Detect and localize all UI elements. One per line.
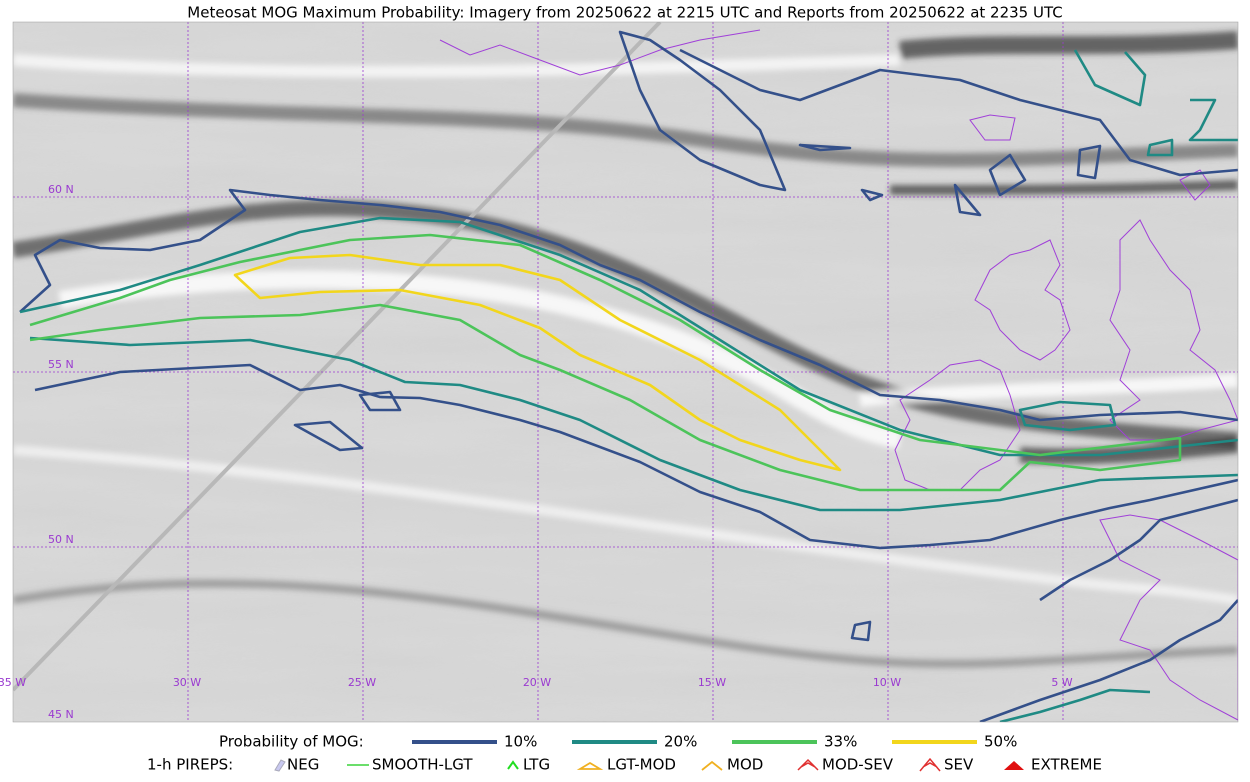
pirep-label: EXTREME — [1031, 756, 1102, 774]
legend-title: 1-h PIREPS: — [147, 756, 233, 774]
map — [13, 22, 1238, 722]
pirep-label: SEV — [944, 756, 974, 774]
legend: Probability of MOG: 10% 20% 33% 50% 1-h PIR… — [147, 733, 1102, 774]
contour — [999, 688, 1151, 722]
contour — [618, 30, 1238, 192]
pirep-label: MOD — [727, 756, 763, 774]
legend-title: Probability of MOG: — [219, 733, 364, 751]
lon-label: 35 W — [0, 676, 26, 689]
pirep-label: SMOOTH-LGT — [372, 756, 473, 774]
lon-label: 25 W — [348, 676, 376, 689]
lon-label: 10 W — [873, 676, 901, 689]
pirep-symbols — [274, 757, 1024, 772]
pirep-label: LTG — [523, 756, 550, 774]
contour — [293, 143, 1102, 642]
lon-label: 30 W — [173, 676, 201, 689]
legend-label: 33% — [824, 733, 857, 751]
lon-label: 20 W — [523, 676, 551, 689]
lat-label: 45 N — [48, 708, 74, 721]
contour — [979, 498, 1238, 722]
legend-label: 10% — [504, 733, 537, 751]
pirep-label: NEG — [287, 756, 319, 774]
contour — [29, 233, 1182, 492]
contour — [19, 216, 1238, 512]
contour — [233, 253, 842, 472]
lat-label: 50 N — [48, 533, 74, 546]
contour — [19, 188, 1238, 550]
title: Meteosat MOG Maximum Probability: Imager… — [187, 4, 1062, 22]
legend-label: 20% — [664, 733, 697, 751]
cloud-streaks — [13, 31, 1238, 668]
lat-label: 60 N — [48, 183, 74, 196]
lat-label: 55 N — [48, 358, 74, 371]
pirep-label: MOD-SEV — [822, 756, 894, 774]
grid — [13, 22, 1238, 722]
pirep-label: LGT-MOD — [607, 756, 676, 774]
lon-label: 15 W — [698, 676, 726, 689]
contours — [19, 30, 1238, 722]
lat-labels: 60 N 55 N 50 N 45 N — [48, 183, 74, 721]
legend-label: 50% — [984, 733, 1017, 751]
contour — [1018, 49, 1238, 432]
lon-label: 5 W — [1051, 676, 1072, 689]
coastlines — [439, 29, 1238, 721]
lon-labels: 35 W 30 W 25 W 20 W 15 W 10 W 5 W — [0, 676, 1073, 689]
